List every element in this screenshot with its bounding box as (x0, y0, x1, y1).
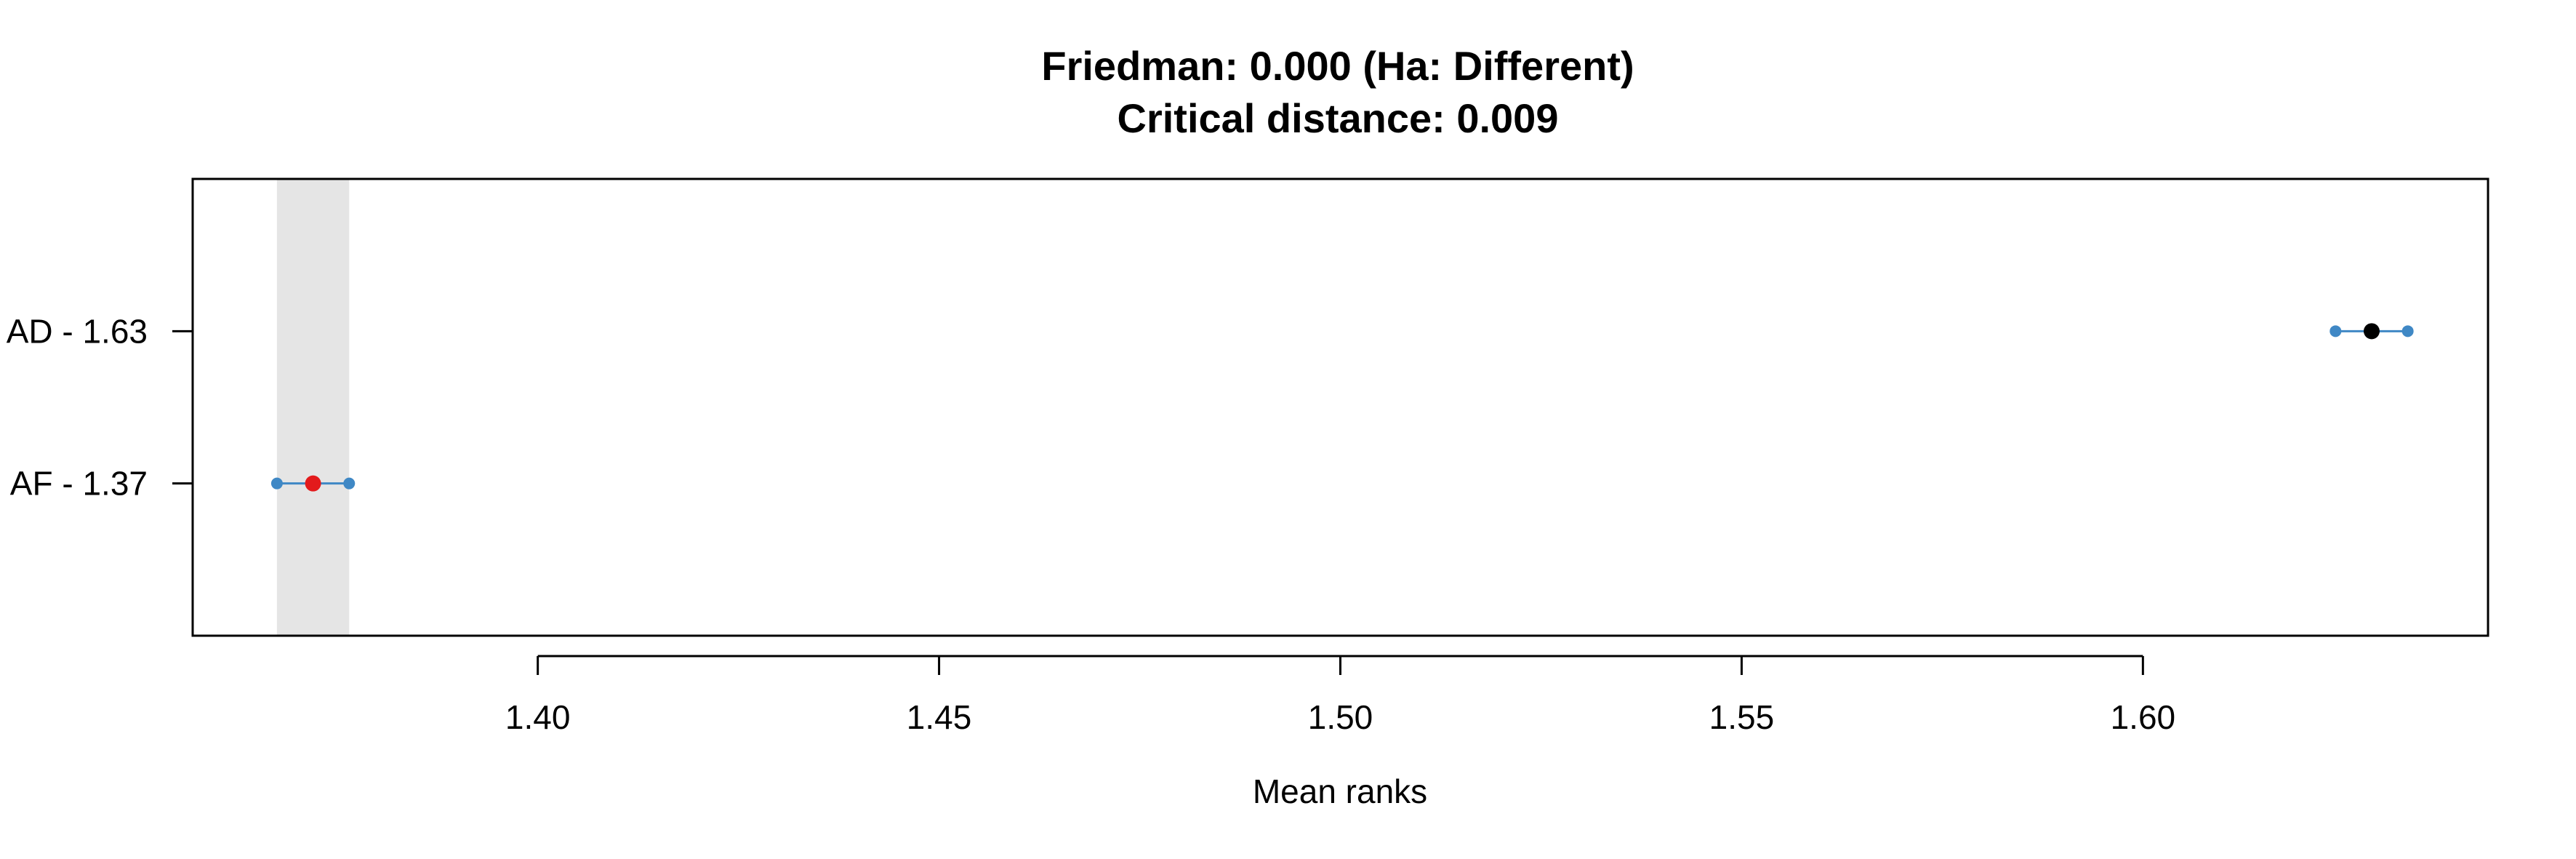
mean-rank-point (2363, 323, 2380, 340)
series-layer (270, 323, 2414, 492)
x-tick-label: 1.55 (1709, 698, 1775, 736)
chart-title: Friedman: 0.000 (Ha: Different) (1041, 43, 1634, 89)
x-tick-label: 1.40 (505, 698, 571, 736)
x-tick-label: 1.60 (2111, 698, 2176, 736)
x-axis: 1.40 1.45 1.50 1.55 1.60 (505, 655, 2176, 736)
x-tick-label: 1.50 (1308, 698, 1373, 736)
y-tick-label: AF - 1.37 (10, 465, 148, 503)
chart-subtitle: Critical distance: 0.009 (1118, 95, 1559, 141)
y-tick-label: AD - 1.63 (7, 312, 148, 350)
interval-high-point (343, 477, 356, 490)
interval-low-point (270, 477, 283, 490)
mean-rank-point (305, 475, 321, 492)
critical-distance-band (276, 179, 350, 636)
highlight-band-layer (276, 179, 350, 636)
x-tick-label: 1.45 (907, 698, 972, 736)
x-axis-label: Mean ranks (1253, 772, 1427, 810)
y-axis: AD - 1.63 AF - 1.37 (7, 312, 193, 503)
interval-low-point (2330, 325, 2342, 337)
plot-frame (191, 177, 2489, 637)
interval-high-point (2402, 325, 2414, 337)
